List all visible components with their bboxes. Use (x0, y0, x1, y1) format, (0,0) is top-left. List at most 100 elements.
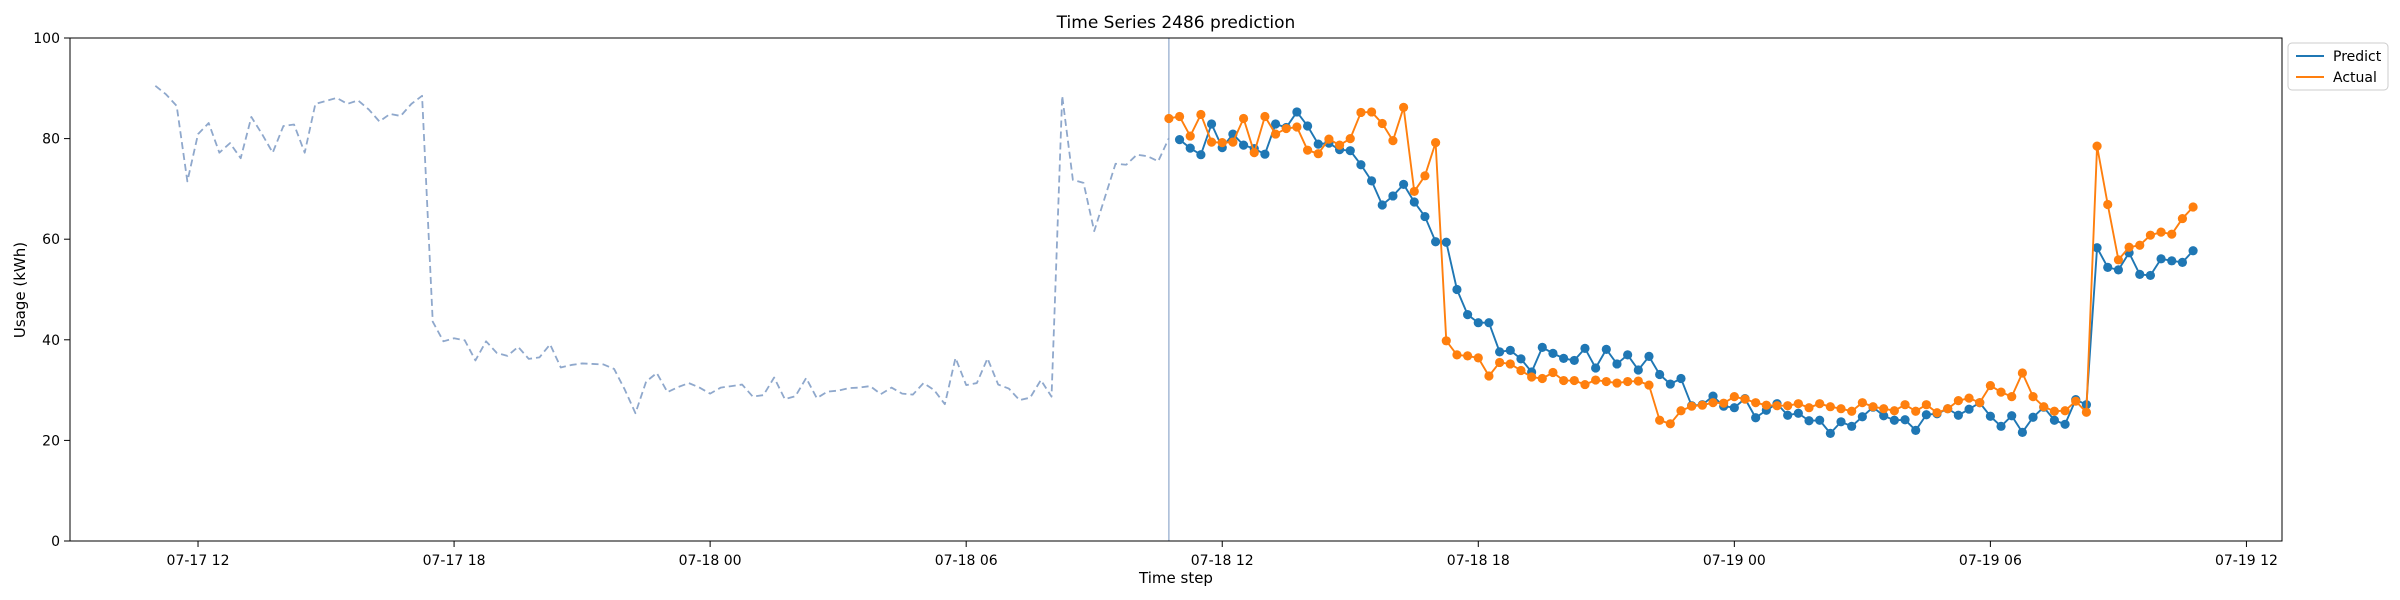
predict-point (1708, 391, 1718, 401)
actual-point (1185, 131, 1195, 141)
actual-point (1228, 137, 1238, 147)
actual-point (1825, 402, 1835, 412)
predict-point (1665, 379, 1675, 389)
predict-point (1409, 197, 1419, 207)
predict-point (1655, 369, 1665, 380)
predict-point (1601, 344, 1611, 354)
actual-point (1868, 402, 1878, 412)
predict-point (1569, 355, 1579, 366)
predict-point (2145, 270, 2156, 281)
predict-point (2017, 427, 2027, 437)
actual-point (1676, 406, 1686, 416)
actual-point (1174, 111, 1185, 122)
actual-point (2039, 402, 2049, 412)
x-axis: 07-17 12 07-17 18 07-18 00 07-18 06 07-18 12… (167, 541, 2278, 569)
actual-point (1591, 375, 1601, 385)
predict-point (1185, 143, 1195, 153)
actual-point (1943, 404, 1953, 414)
actual-point (1505, 359, 1515, 369)
actual-point (1249, 148, 1259, 158)
predict-point (2092, 243, 2102, 253)
actual-point (1601, 376, 1611, 387)
x-tick-label: 07-19 12 (2215, 553, 2278, 569)
predict-point (2060, 419, 2070, 429)
legend-actual-label: Actual (2333, 70, 2377, 86)
actual-point (1345, 134, 1355, 144)
actual-point (2177, 213, 2188, 224)
actual-point (1921, 400, 1931, 410)
actual-point (1463, 351, 1473, 361)
actual-point (2188, 202, 2198, 212)
predict-point (2156, 254, 2166, 264)
actual-point (2017, 368, 2027, 378)
predict-point (1537, 342, 1547, 352)
predict-point (1591, 363, 1601, 373)
predict-point (1431, 237, 1441, 247)
predict-point (1559, 353, 1569, 364)
actual-point (1569, 375, 1579, 386)
actual-point (1964, 393, 1974, 403)
predict-point (2028, 412, 2038, 422)
actual-point (1633, 376, 1643, 386)
actual-point (1495, 357, 1505, 368)
actual-point (1196, 109, 1206, 120)
actual-point (2060, 406, 2070, 416)
predict-point (1420, 211, 1430, 222)
x-tick-label: 07-18 06 (935, 553, 998, 569)
actual-point (1687, 401, 1697, 411)
actual-point (1388, 136, 1398, 146)
actual-point (1772, 401, 1782, 411)
y-axis: 0 20 40 60 80 100 (33, 31, 70, 550)
actual-point (1900, 400, 1910, 410)
actual-point (1399, 102, 1409, 113)
actual-point (2028, 392, 2038, 402)
predict-point (1238, 140, 1249, 150)
predict-point (1879, 411, 1889, 421)
actual-point (2007, 392, 2017, 402)
predict-point (1996, 421, 2006, 431)
actual-point (1793, 399, 1803, 409)
predict-point (1644, 351, 1654, 361)
predict-point (2167, 256, 2177, 266)
predict-point (1196, 150, 1206, 160)
plot-frame (69, 37, 2283, 542)
predict-point (1473, 318, 1483, 328)
actual-point (1761, 400, 1771, 410)
actual-point (1334, 140, 1345, 150)
predict-point (1452, 284, 1462, 295)
predict-point (1825, 428, 1835, 438)
actual-point (2167, 229, 2177, 239)
predict-point (1399, 179, 1409, 189)
actual-point (1281, 123, 1291, 134)
actual-point (1804, 403, 1814, 413)
actual-point (2124, 242, 2134, 252)
x-tick-label: 07-19 00 (1703, 553, 1766, 569)
actual-point (1270, 129, 1281, 139)
actual-point (1238, 113, 1249, 124)
actual-point (2135, 240, 2145, 250)
predict-point (2135, 269, 2145, 280)
y-tick-label: 40 (42, 333, 60, 349)
predict-point (1783, 410, 1793, 420)
predict-point (1484, 318, 1494, 328)
actual-point (1527, 372, 1537, 382)
y-axis-title: Usage (kWh) (11, 242, 29, 338)
predict-point (1815, 415, 1825, 425)
series-line-history (154, 85, 1170, 415)
y-tick-label: 0 (51, 534, 60, 550)
x-tick-label: 07-17 18 (423, 553, 486, 569)
predict-point (1260, 149, 1270, 159)
x-tick-label: 07-18 00 (679, 553, 742, 569)
predict-point (2113, 265, 2124, 275)
y-tick-label: 60 (42, 232, 60, 248)
predict-point (1495, 347, 1505, 357)
actual-point (1164, 113, 1174, 124)
predict-point (1889, 415, 1899, 425)
actual-point (1953, 396, 1963, 406)
actual-point (1217, 138, 1227, 148)
predict-point (1292, 107, 1302, 117)
predict-point (2103, 262, 2113, 272)
actual-point (1783, 401, 1793, 411)
actual-point (1857, 398, 1867, 408)
